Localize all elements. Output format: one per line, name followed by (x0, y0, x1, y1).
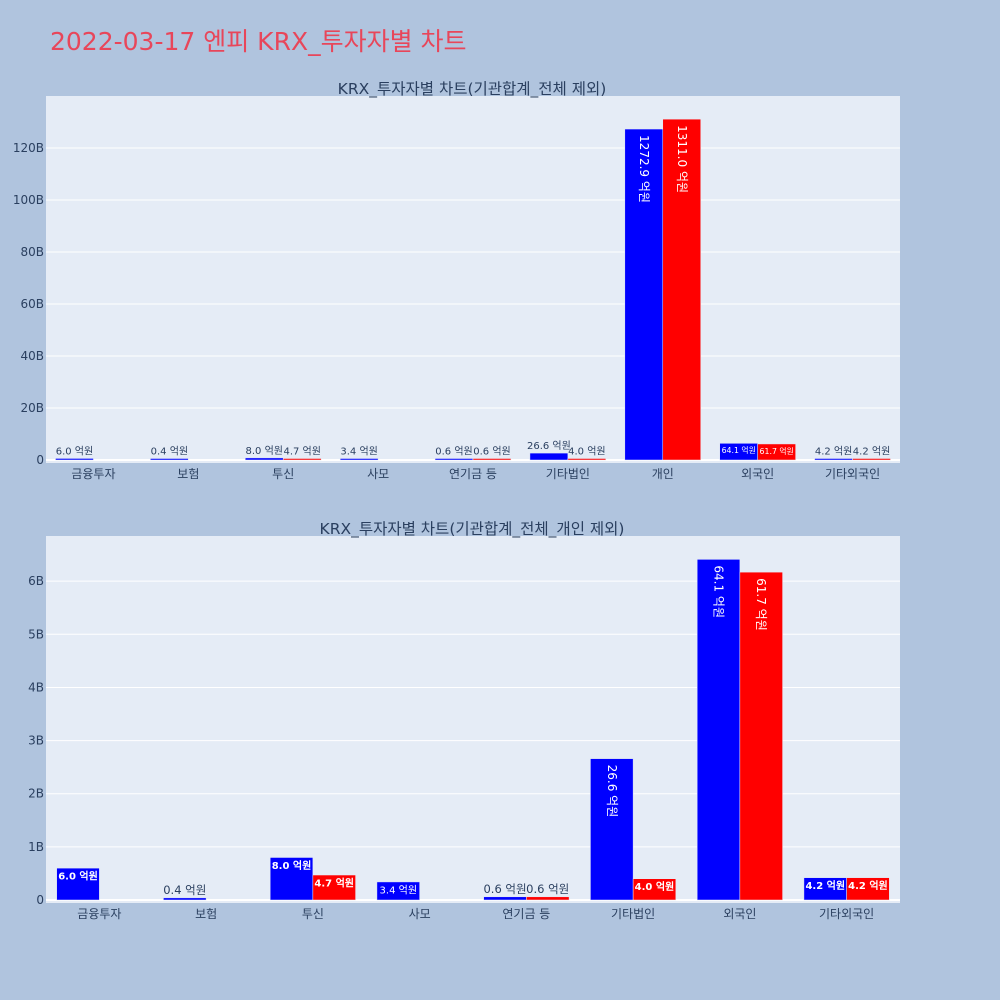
chart-top: KRX_투자자별 차트(기관합계_전체 제외) 0 20B 40B 60B 80B 100B… (13, 80, 900, 481)
y-tick-label: 100B (13, 193, 44, 207)
y-tick-label: 4B (28, 680, 44, 694)
bar-series-1 (696, 559, 741, 901)
x-tick-label: 보험 (177, 467, 199, 481)
x-tick-label: 연기금 등 (449, 467, 497, 481)
x-tick-label: 금융투자 (71, 467, 115, 481)
bar-value-label: 1272.9 억원 (637, 135, 651, 203)
y-tick-label: 0 (36, 453, 44, 467)
bar-value-label: 3.4 억원 (340, 446, 377, 458)
page-title: 2022-03-17 엔피 KRX_투자자별 차트 (50, 27, 467, 56)
bar-series-1 (339, 458, 379, 461)
y-tick-label: 120B (13, 141, 44, 155)
bar-value-label: 4.7 억원 (283, 446, 320, 458)
bar-value-label: 0.6 억원 (473, 446, 510, 458)
bar-series-1 (269, 857, 314, 901)
bar-value-label: 26.6 억원 (527, 440, 571, 452)
bar-value-label: 6.0 억원 (58, 870, 98, 883)
y-tick-label: 5B (28, 627, 44, 641)
bar-series-2 (846, 877, 890, 901)
bar-series-1 (590, 758, 634, 901)
bar-value-label: 4.0 억원 (568, 446, 605, 458)
bar-value-label: 4.2 억원 (848, 879, 888, 892)
x-tick-label: 개인 (652, 467, 674, 481)
bar-series-2 (282, 458, 322, 461)
x-tick-label: 투신 (302, 907, 324, 921)
y-tick-label: 2B (28, 787, 44, 801)
bar-value-label: 0.6 억원 (435, 446, 472, 458)
bar-value-label: 0.6 억원 (483, 882, 526, 896)
bar-series-2 (567, 458, 607, 461)
x-tick-label: 사모 (367, 467, 389, 481)
bar-value-label: 0.4 억원 (163, 883, 206, 897)
bar-series-2 (312, 874, 356, 901)
x-tick-label: 외국인 (723, 907, 756, 921)
bar-series-1 (529, 452, 569, 461)
plot-area (46, 96, 900, 463)
bar-value-label: 8.0 억원 (272, 859, 312, 872)
bar-series-2 (526, 896, 570, 901)
x-tick-label: 기타법인 (546, 467, 590, 481)
bar-value-label: 64.1 억원 (722, 445, 756, 455)
y-tick-label: 40B (20, 349, 44, 363)
bar-series-1 (55, 458, 94, 461)
bar-value-label: 26.6 억원 (605, 765, 619, 818)
x-tick-label: 사모 (409, 907, 431, 921)
bar-series-1 (150, 458, 189, 461)
x-tick-label: 보험 (195, 907, 217, 921)
bar-value-label: 4.7 억원 (314, 877, 354, 890)
y-tick-label: 60B (20, 297, 44, 311)
bar-value-label: 0.4 억원 (151, 446, 188, 458)
chart-subtitle: KRX_투자자별 차트(기관합계_전체_개인 제외) (320, 520, 625, 539)
bar-value-label: 61.7 억원 (760, 446, 794, 456)
bar-value-label: 4.2 억원 (815, 446, 852, 458)
x-tick-label: 기타법인 (611, 907, 655, 921)
bar-series-2 (757, 443, 796, 461)
bar-series-1 (163, 897, 207, 901)
bar-series-2 (852, 458, 891, 461)
y-tick-label: 6B (28, 574, 44, 588)
bar-value-label: 3.4 억원 (380, 884, 417, 896)
x-tick-label: 기타외국인 (819, 907, 874, 921)
y-tick-label: 20B (20, 401, 44, 415)
bar-series-1 (56, 867, 100, 901)
bar-series-2 (472, 458, 512, 461)
y-tick-label: 0 (36, 893, 44, 907)
bar-series-2 (662, 118, 701, 461)
bar-value-label: 4.2 억원 (805, 879, 845, 892)
chart-subtitle: KRX_투자자별 차트(기관합계_전체 제외) (338, 80, 607, 99)
bar-series-1 (483, 896, 527, 901)
bar-value-label: 4.2 억원 (853, 446, 890, 458)
y-tick-label: 80B (20, 245, 44, 259)
bar-value-label: 61.7 억원 (754, 578, 768, 631)
x-tick-label: 기타외국인 (825, 467, 880, 481)
x-tick-label: 투신 (272, 467, 294, 481)
bar-value-label: 6.0 억원 (56, 445, 93, 457)
x-tick-label: 연기금 등 (502, 907, 550, 921)
bar-value-label: 0.6 억원 (526, 882, 569, 896)
x-tick-label: 금융투자 (77, 907, 121, 921)
x-tick-label: 외국인 (741, 467, 774, 481)
bar-value-label: 1311.0 억원 (675, 125, 689, 193)
bar-series-2 (632, 878, 677, 901)
y-tick-label: 3B (28, 734, 44, 748)
bar-value-label: 8.0 억원 (246, 445, 283, 457)
bar-series-2 (739, 571, 783, 901)
bar-series-1 (376, 881, 420, 901)
y-tick-label: 1B (28, 840, 44, 854)
bar-value-label: 64.1 억원 (712, 565, 726, 618)
bar-value-label: 4.0 억원 (635, 880, 675, 893)
